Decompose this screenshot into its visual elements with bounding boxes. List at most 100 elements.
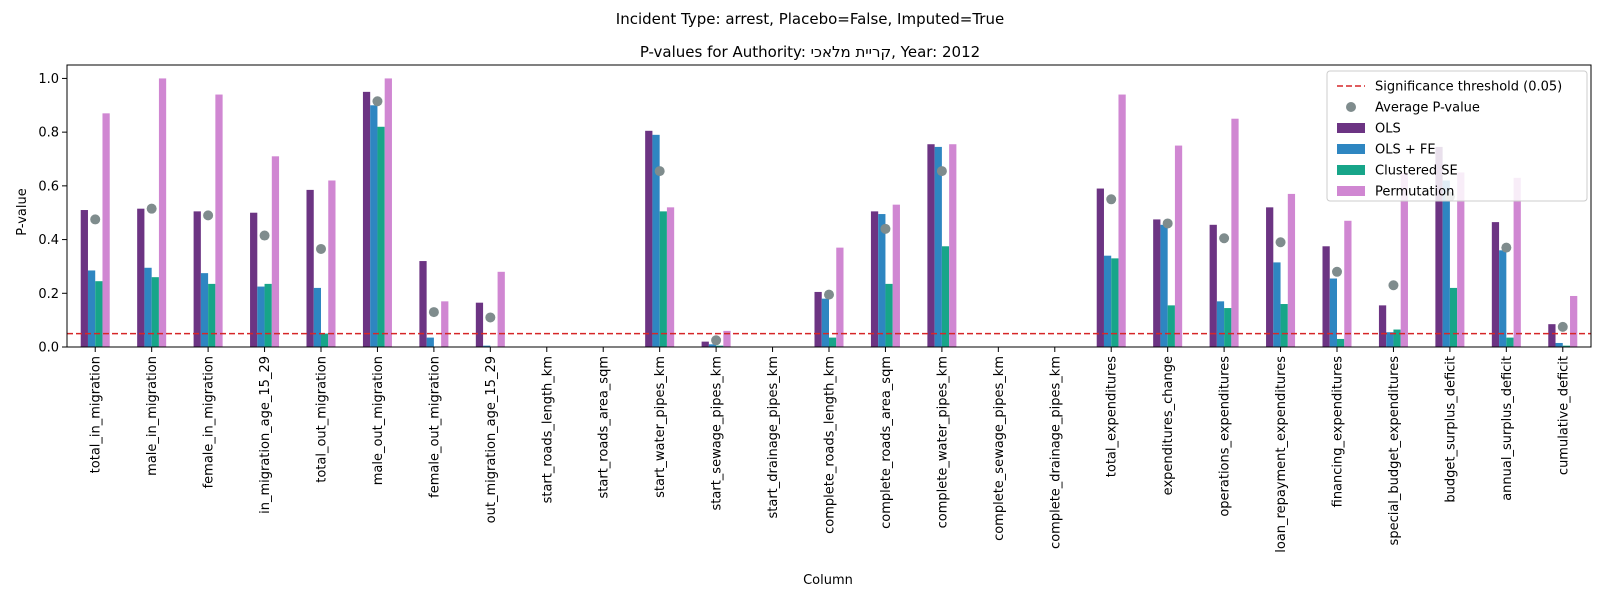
bar-ols xyxy=(306,189,314,347)
bar-ols-fe xyxy=(1499,250,1507,347)
bar-ols xyxy=(645,130,653,347)
bar-ols-fe xyxy=(878,214,886,347)
x-tick-label: male_out_migration xyxy=(371,356,386,485)
legend-average-label: Average P-value xyxy=(1375,101,1480,116)
bar-ols-fe xyxy=(200,273,209,347)
bar-ols-fe xyxy=(1329,278,1337,347)
bar-clustered-se xyxy=(208,283,216,347)
bar-ols xyxy=(475,302,484,347)
bar-permutation xyxy=(271,156,280,347)
bar-ols-fe xyxy=(1273,262,1281,347)
bar-clustered-se xyxy=(377,126,385,348)
bar-ols xyxy=(250,212,258,347)
bar-clustered-se xyxy=(1393,329,1401,347)
bar-ols xyxy=(1096,188,1104,347)
x-tick-label: financing_expenditures xyxy=(1331,356,1346,508)
bar-clustered-se xyxy=(885,283,893,347)
bar-ols-fe xyxy=(934,146,942,347)
bar-ols xyxy=(1491,222,1500,347)
y-tick-label: 0.8 xyxy=(38,126,59,141)
x-tick-label: out_migration_age_15_29 xyxy=(484,356,499,523)
bar-clustered-se xyxy=(829,337,837,347)
bar-clustered-se xyxy=(321,333,329,347)
y-tick-label: 1.0 xyxy=(38,72,59,87)
bar-clustered-se xyxy=(1449,287,1458,347)
bar-permutation xyxy=(158,78,167,347)
bar-clustered-se xyxy=(659,211,667,347)
bar-ols xyxy=(1435,146,1443,347)
bar-clustered-se xyxy=(1280,304,1288,347)
legend-series-swatch xyxy=(1337,144,1365,154)
average-p-value-marker xyxy=(428,307,439,318)
bar-permutation xyxy=(892,204,900,347)
chart-title: P-values for Authority: קריית מלאכי, Yea… xyxy=(640,43,980,61)
bar-permutation xyxy=(215,94,223,348)
bar-permutation xyxy=(949,144,957,347)
bar-ols xyxy=(419,261,427,347)
bar-ols-fe xyxy=(483,345,491,347)
chart-suptitle: Incident Type: arrest, Placebo=False, Im… xyxy=(616,10,1004,28)
bar-ols-fe xyxy=(1442,180,1450,347)
bar-permutation xyxy=(1457,172,1465,347)
bar-ols xyxy=(927,144,935,347)
average-p-value-marker xyxy=(1106,194,1117,205)
bar-ols xyxy=(1153,219,1161,347)
bar-ols-fe xyxy=(1160,224,1168,347)
bar-permutation xyxy=(384,78,392,347)
average-p-value-marker xyxy=(203,210,214,221)
bar-permutation xyxy=(1400,172,1408,347)
x-tick-label: total_expenditures xyxy=(1105,356,1120,477)
bar-clustered-se xyxy=(1224,308,1232,347)
bar-permutation xyxy=(1570,295,1578,347)
legend-series-swatch xyxy=(1337,123,1365,133)
x-tick-label: operations_expenditures xyxy=(1218,356,1233,517)
bar-ols xyxy=(1209,224,1217,347)
y-axis-label: P-value xyxy=(15,188,30,235)
x-tick-label: start_roads_area_sqm xyxy=(597,356,612,498)
legend-series-label: OLS + FE xyxy=(1375,143,1436,158)
average-p-value-marker xyxy=(1332,266,1342,277)
bar-permutation xyxy=(328,180,336,347)
average-p-value-marker xyxy=(372,96,383,107)
bar-clustered-se xyxy=(95,281,103,347)
x-tick-label: complete_roads_length_km xyxy=(823,356,838,534)
bar-ols-fe xyxy=(821,298,829,347)
average-p-value-marker xyxy=(1501,242,1512,253)
bar-clustered-se xyxy=(941,246,950,347)
x-tick-label: annual_surplus_deficit xyxy=(1500,356,1515,501)
x-tick-label: start_sewage_pipes_km xyxy=(710,356,725,510)
legend-threshold-label: Significance threshold (0.05) xyxy=(1375,80,1562,95)
average-p-value-marker xyxy=(880,223,891,234)
average-p-value-marker xyxy=(711,335,722,346)
bar-ols xyxy=(362,91,371,347)
bar-ols-fe xyxy=(708,344,717,347)
x-tick-label: complete_sewage_pipes_km xyxy=(992,356,1007,541)
bar-ols xyxy=(701,341,709,347)
average-p-value-marker xyxy=(146,203,157,214)
bar-clustered-se xyxy=(1562,345,1571,347)
x-tick-label: female_in_migration xyxy=(202,356,217,488)
average-p-value-marker xyxy=(1219,233,1230,244)
legend: Significance threshold (0.05) Average P-v… xyxy=(1326,70,1588,202)
x-tick-label: budget_surplus_deficit xyxy=(1443,356,1458,503)
bar-permutation xyxy=(1344,220,1352,347)
bar-ols xyxy=(1378,305,1387,347)
average-p-value-marker xyxy=(1275,237,1286,248)
bar-clustered-se xyxy=(1111,258,1119,347)
average-p-value-marker xyxy=(90,214,101,225)
bar-permutation xyxy=(836,247,844,347)
x-tick-label: loan_repayment_expenditures xyxy=(1274,356,1289,553)
average-p-value-marker xyxy=(259,230,270,241)
x-tick-label: female_out_migration xyxy=(427,356,442,498)
x-tick-label: male_in_migration xyxy=(145,356,160,476)
bar-ols xyxy=(1322,246,1330,347)
average-p-value-marker xyxy=(316,243,326,254)
bar-ols-fe xyxy=(313,287,321,347)
bar-ols-fe xyxy=(1555,342,1563,347)
bar-ols-fe xyxy=(1103,255,1112,347)
x-tick-label: cumulative_deficit xyxy=(1556,356,1571,475)
bar-permutation xyxy=(723,330,731,347)
bar-ols xyxy=(1548,324,1556,347)
legend-series-label: OLS xyxy=(1375,122,1401,137)
